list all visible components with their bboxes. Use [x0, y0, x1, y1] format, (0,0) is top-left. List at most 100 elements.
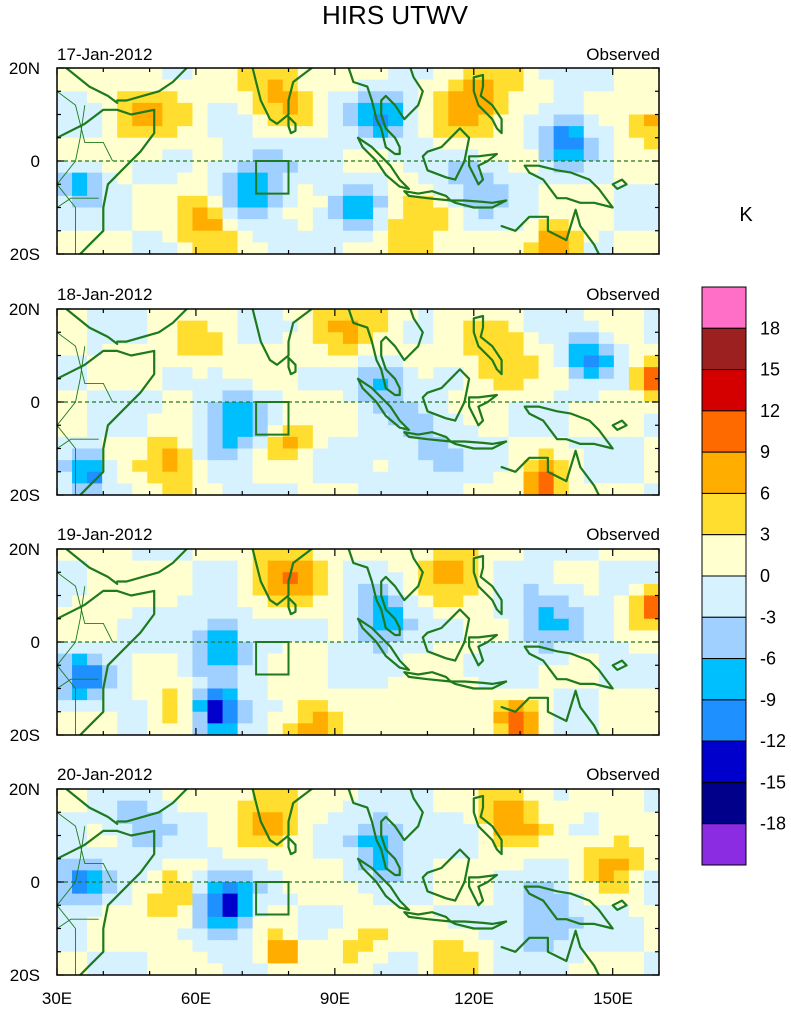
panel-2-cell-31 — [523, 309, 540, 322]
panel-3-cell-466 — [448, 676, 464, 690]
panel-4-cell-359 — [643, 882, 659, 895]
panel-2-cell-204 — [117, 367, 133, 380]
panel-3-cell-150 — [508, 583, 525, 597]
panel-2-cell-202 — [87, 367, 103, 380]
panel-4-cell-47 — [162, 800, 178, 813]
panel-3-cell-253 — [252, 618, 269, 631]
panel-2-cell-76 — [598, 320, 615, 333]
panel-1-cell-278 — [628, 137, 645, 150]
panel-2-cell-589 — [493, 471, 510, 484]
panel-4-cell-192 — [538, 835, 555, 848]
panel-2-cell-601 — [72, 483, 88, 495]
panel-4-cell-591 — [523, 951, 540, 964]
panel-4-cell-81 — [72, 812, 88, 825]
panel-2-cell-415 — [282, 425, 299, 438]
panel-1-cell-326 — [147, 161, 163, 174]
panel-1-cell-506 — [448, 207, 464, 220]
panel-3-cell-458 — [327, 676, 344, 690]
panel-2-cell-600 — [57, 483, 73, 495]
panel-3-cell-602 — [87, 723, 103, 735]
panel-4-cell-174 — [267, 835, 284, 848]
panel-2-cell-418 — [327, 425, 344, 438]
panel-4-cell-126 — [147, 823, 163, 837]
panel-4-cell-51 — [222, 800, 239, 813]
panel-4-cell-347 — [463, 882, 479, 895]
panel-4-coastline-7 — [403, 911, 452, 923]
panel-3-cell-264 — [418, 618, 434, 631]
panel-1-region-box — [255, 160, 290, 195]
panel-2-cell-319 — [643, 390, 659, 403]
panel-2-cell-616 — [297, 483, 314, 495]
panel-4-cell-268 — [478, 858, 495, 871]
panel-2-cell-160 — [57, 355, 73, 368]
panel-2-cell-275 — [583, 378, 600, 391]
panel-2-cell-135 — [282, 343, 299, 357]
panel-1-cell-560 — [57, 230, 73, 243]
panel-3-cell-41 — [72, 560, 88, 573]
panel-3-cell-581 — [373, 711, 389, 724]
panel-1-cell-191 — [523, 114, 540, 127]
panel-2-cell-588 — [478, 471, 495, 484]
panel-2-cell-349 — [493, 402, 510, 415]
panel-1-cell-143 — [403, 102, 419, 116]
panel-3-cell-408 — [177, 665, 194, 678]
panel-1-cell-231 — [523, 126, 540, 139]
panel-4-cell-432 — [538, 905, 555, 918]
panel-4-cell-130 — [207, 823, 224, 837]
panel-3-cell-517 — [613, 688, 630, 701]
panel-4-cell-111 — [523, 812, 540, 825]
panel-1-cell-635 — [583, 242, 600, 254]
panel-3-cell-413 — [252, 665, 269, 678]
panel-4-cell-290 — [207, 870, 224, 883]
panel-4-cell-413 — [252, 905, 269, 918]
panel-3-coastline-9 — [468, 633, 498, 667]
panel-2-cell-138 — [327, 343, 344, 357]
panel-1-cell-54 — [267, 79, 284, 92]
panel-3-cell-367 — [162, 653, 178, 666]
panel-4-cell-454 — [267, 916, 284, 930]
panel-2-cell-64 — [418, 320, 434, 333]
panel-3-cell-530 — [207, 700, 224, 713]
panel-4-cell-568 — [177, 951, 194, 964]
panel-1-cell-270 — [508, 137, 525, 150]
panel-2-cell-300 — [358, 390, 374, 403]
panel-1-cell-546 — [448, 219, 464, 232]
panel-1-cell-627 — [463, 242, 479, 254]
panel-1-cell-182 — [388, 114, 404, 127]
panel-4-cell-536 — [297, 940, 314, 953]
panel-1-cell-383 — [403, 172, 419, 185]
panel-4-cell-385 — [433, 893, 449, 906]
panel-3-cell-327 — [162, 642, 178, 655]
panel-1-ytick-20n: 20N — [9, 59, 40, 78]
panel-3-cell-282 — [87, 630, 103, 643]
panel-1-cell-259 — [342, 137, 359, 150]
panel-1-cell-15 — [282, 68, 299, 81]
panel-1-cell-253 — [252, 137, 269, 150]
panel-4-cell-312 — [538, 870, 555, 883]
panel-3-cell-243 — [102, 618, 118, 631]
panel-2-cell-517 — [613, 448, 630, 461]
panel-1-cell-334 — [267, 161, 284, 174]
panel-4-cell-566 — [147, 951, 163, 964]
panel-1-cell-540 — [358, 219, 374, 232]
panel-3-cell-54 — [267, 560, 284, 573]
panel-2-cell-630 — [508, 483, 525, 495]
panel-3-cell-617 — [312, 723, 329, 735]
panel-1-coastlines — [57, 68, 628, 254]
panel-4-cell-498 — [327, 928, 344, 941]
panel-2-cell-126 — [147, 343, 163, 357]
panel-2-cell-161 — [72, 355, 88, 368]
panel-4-cell-506 — [448, 928, 464, 941]
panel-1-cell-611 — [222, 242, 239, 254]
panel-3-cell-400 — [57, 665, 73, 678]
panel-2-cell-559 — [643, 460, 659, 473]
panel-3-coastline-3 — [251, 549, 314, 606]
panel-4-cell-158 — [628, 823, 645, 837]
panel-1-cell-427 — [463, 184, 479, 197]
panel-1-cell-433 — [553, 184, 570, 197]
panel-4-cell-173 — [252, 835, 269, 848]
panel-3-cell-498 — [327, 688, 344, 701]
panel-1-cell-499 — [342, 207, 359, 220]
panel-4-cell-182 — [388, 835, 404, 848]
panel-2-cell-295 — [282, 390, 299, 403]
